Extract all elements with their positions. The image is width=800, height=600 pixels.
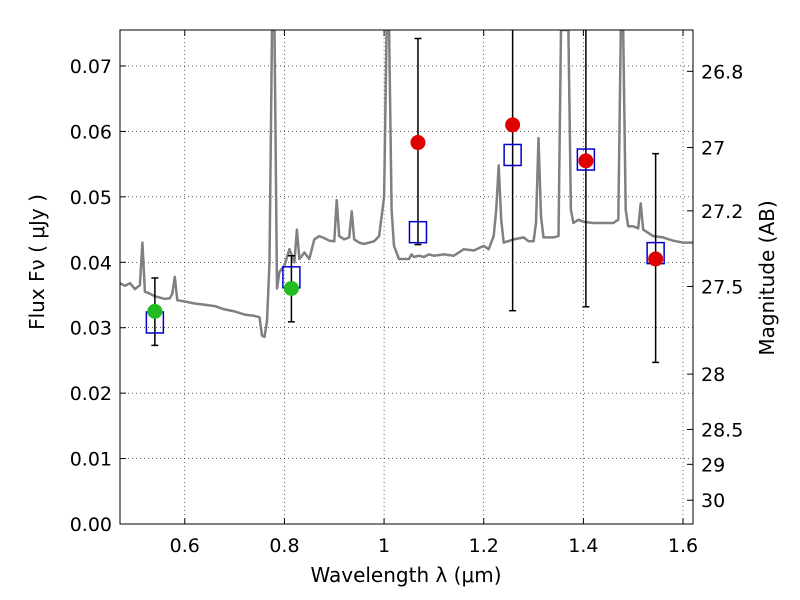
y2-tick-label: 29	[701, 454, 725, 476]
observed-point	[147, 303, 163, 319]
y2-tick-label: 27.5	[701, 276, 743, 298]
y2-axis-label: Magnitude (AB)	[755, 200, 779, 355]
observed-point	[283, 280, 299, 296]
observed-point	[578, 153, 594, 169]
y-tick-label: 0.00	[70, 514, 112, 536]
y-tick-label: 0.04	[70, 252, 112, 274]
y-tick-label: 0.03	[70, 318, 112, 340]
plot-area	[120, 30, 693, 364]
x-tick-label: 1.4	[568, 535, 598, 557]
observed-point	[410, 135, 426, 151]
y2-tick-label: 28.5	[701, 419, 743, 441]
y-tick-label: 0.07	[70, 56, 112, 78]
y-tick-label: 0.01	[70, 449, 112, 471]
x-tick-label: 0.8	[269, 535, 299, 557]
observed-point	[648, 251, 664, 267]
y-tick-label: 0.05	[70, 187, 112, 209]
y2-tick-label: 27	[701, 137, 725, 159]
model-square-point	[408, 220, 428, 244]
y2-tick-label: 26.8	[701, 61, 743, 83]
x-tick-label: 0.6	[170, 535, 200, 557]
y2-tick-label: 30	[701, 490, 725, 512]
model-square-point	[576, 148, 596, 171]
plot-clipped-group	[120, 30, 693, 364]
x-tick-label: 1	[378, 535, 390, 557]
observed-point	[505, 117, 521, 133]
y-axis-label: Flux Fν ( μJy )	[25, 194, 49, 330]
axis-ticks: 0.6 0.8 1 1.2 1.4 1.6 0.00 0.01 0.02 0.03 0.04 0.05…	[70, 30, 743, 557]
plot-frame	[119, 29, 694, 525]
x-tick-label: 1.2	[469, 535, 499, 557]
x-tick-label: 1.6	[668, 535, 698, 557]
y-tick-label: 0.02	[70, 383, 112, 405]
y2-tick-label: 27.2	[701, 201, 743, 223]
x-axis-label: Wavelength λ (μm)	[310, 563, 501, 587]
spectrum-line	[120, 30, 693, 339]
y2-tick-label: 28	[701, 364, 725, 386]
y-tick-label: 0.06	[70, 121, 112, 143]
model-square-point	[503, 143, 522, 167]
